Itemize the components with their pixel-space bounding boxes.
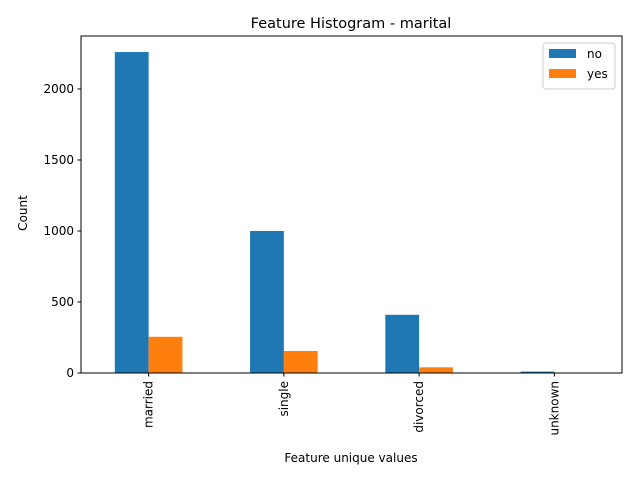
bar-yes-single xyxy=(283,350,318,373)
bar-no-single xyxy=(250,230,284,373)
y-tick-label: 0 xyxy=(66,366,74,380)
legend: no yes xyxy=(542,42,616,90)
bar-yes-divorced xyxy=(419,367,453,373)
y-tick-label: 1000 xyxy=(43,224,74,238)
x-tick-label: divorced xyxy=(412,381,426,433)
plot-frame xyxy=(80,35,623,374)
legend-label-no: no xyxy=(587,47,602,61)
x-tick-label: married xyxy=(142,381,156,428)
x-axis-label: Feature unique values xyxy=(284,451,417,465)
y-tick-label: 2000 xyxy=(43,82,74,96)
bar-no-married xyxy=(114,52,149,374)
bar-no-unknown xyxy=(520,371,555,373)
x-tick-label: unknown xyxy=(547,381,561,436)
x-tick-label: single xyxy=(277,381,291,417)
chart-title: Feature Histogram - marital xyxy=(251,16,452,32)
legend-swatch-no xyxy=(549,49,576,58)
bars-group xyxy=(114,52,555,374)
legend-label-yes: yes xyxy=(587,67,608,81)
y-tick-label: 500 xyxy=(51,295,74,309)
bar-no-divorced xyxy=(385,314,420,373)
y-tick-label: 1500 xyxy=(43,153,74,167)
legend-swatch-yes xyxy=(549,69,576,78)
y-axis-label: Count xyxy=(16,195,30,231)
axes-group: 0 500 1000 1500 2000 married single divorced unk… xyxy=(43,35,623,436)
bar-yes-married xyxy=(148,336,183,373)
